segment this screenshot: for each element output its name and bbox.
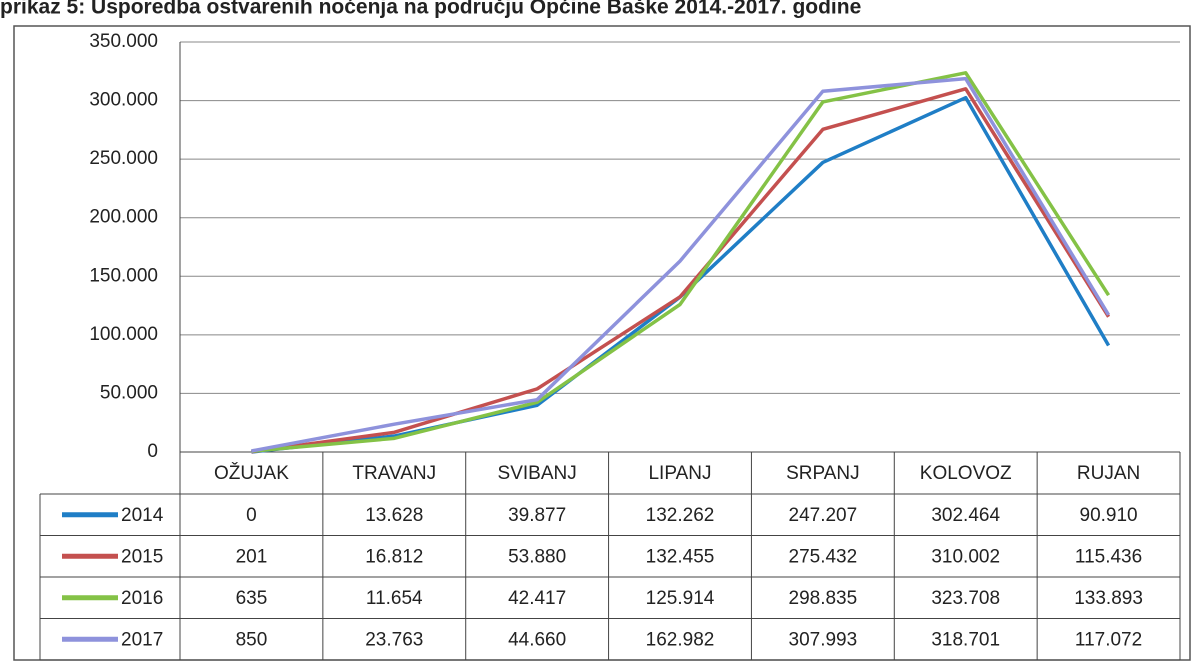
table-cell: 275.432 [789,546,858,567]
table-cell: 298.835 [789,588,858,609]
series-line [251,71,1111,453]
x-tick-label: SRPANJ [786,463,860,484]
y-tick-label: 100.000 [89,324,158,345]
legend-label: 2016 [121,588,163,609]
y-tick-label: 300.000 [89,90,158,111]
chart-title: prikaz 5: Usporedba ostvarenih noćenja n… [0,0,861,19]
series-line [251,87,1111,454]
legend-label: 2014 [121,505,164,526]
table-cell: 115.436 [1075,546,1142,567]
table-cell: 16.812 [365,546,423,567]
y-tick-label: 200.000 [89,207,158,228]
table-cell: 323.708 [931,588,1000,609]
table-cell: 635 [236,588,268,609]
table-cell: 125.914 [646,588,715,609]
x-tick-label: OŽUJAK [214,462,289,484]
x-tick-label: KOLOVOZ [920,463,1012,484]
table-cell: 44.660 [508,629,566,650]
series-line [251,95,1111,454]
table-cell: 11.654 [366,588,423,609]
table-cell: 201 [236,546,268,567]
x-tick-label: RUJAN [1077,463,1140,484]
y-tick-label: 150.000 [89,265,158,286]
x-tick-label: SVIBANJ [498,463,577,484]
y-tick-label: 350.000 [89,31,158,52]
table-cell: 117.072 [1075,629,1142,650]
table-cell: 307.993 [789,629,858,650]
table-cell: 13.628 [365,505,423,526]
table-cell: 318.701 [931,629,1000,650]
chart-frame [13,25,1191,661]
table-cell: 132.262 [646,505,715,526]
x-tick-label: LIPANJ [648,463,711,484]
table-cell: 133.893 [1074,588,1143,609]
table-cell: 247.207 [789,505,858,526]
table-cell: 310.002 [931,546,1000,567]
table-cell: 23.763 [365,629,423,650]
table-cell: 53.880 [508,546,566,567]
table-cell: 132.455 [646,546,715,567]
table-cell: 39.877 [508,505,566,526]
series-line [251,76,1111,453]
table-cell: 850 [236,629,268,650]
legend-label: 2015 [121,546,163,567]
table-cell: 0 [246,505,257,526]
legend-label: 2017 [121,629,163,650]
y-tick-label: 250.000 [89,148,158,169]
table-cell: 302.464 [931,505,1000,526]
table-cell: 162.982 [646,629,715,650]
table-cell: 90.910 [1080,505,1138,526]
x-tick-label: TRAVANJ [352,463,436,484]
y-tick-label: 0 [147,441,158,462]
y-tick-label: 50.000 [100,382,158,403]
table-cell: 42.417 [508,588,566,609]
